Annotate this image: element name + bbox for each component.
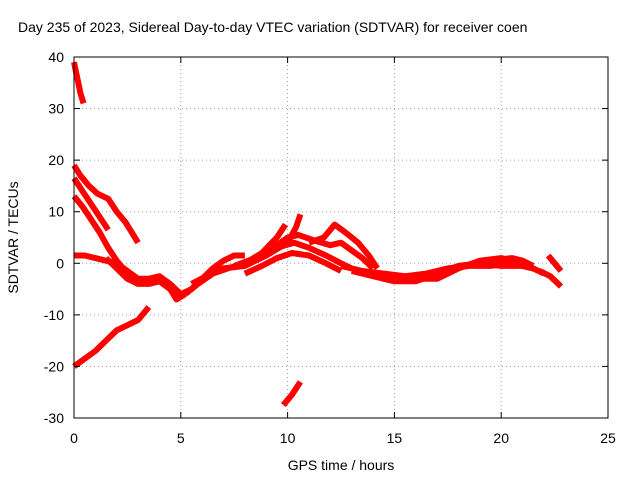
y-tick-label: 0 [56,255,64,271]
y-tick-label: 20 [48,152,64,168]
series-arc-t [280,380,303,408]
y-axis-label: SDTVAR / TECUs [5,181,21,293]
grid [74,57,608,418]
series-arc-f [103,255,187,303]
y-tick-label: -10 [44,307,64,323]
y-tick-label: 30 [48,101,64,117]
series-arc-g [72,305,152,369]
series-arc-s [538,268,564,289]
x-tick-label: 15 [387,430,403,446]
series-arc-j [243,250,343,277]
x-tick-label: 20 [493,430,509,446]
series-arc-k [233,239,353,272]
y-tick-label: -30 [44,410,64,426]
y-tick-label: 10 [48,204,64,220]
plot-frame [73,56,609,419]
x-tick-label: 10 [280,430,296,446]
axis-ticks: 0 5 10 15 20 25 -30 -20 -10 0 10 20 30 40 [44,49,616,446]
series-arc-q [490,255,535,269]
series-arc-c [71,176,111,232]
series-arc-p [383,260,546,280]
x-tick-label: 5 [177,430,185,446]
series-arc-m [308,221,380,271]
series-arc-b [71,163,141,245]
y-tick-label: -20 [44,358,64,374]
series-arc-a [71,61,87,105]
x-tick-label: 0 [70,430,78,446]
chart-title: Day 235 of 2023, Sidereal Day-to-day VTE… [18,19,527,35]
x-axis-label: GPS time / hours [288,457,395,473]
series-arc-l [264,231,376,271]
data-series [71,61,564,408]
series-arc-e [74,252,245,298]
y-tick-label: 40 [48,49,64,65]
x-tick-label: 25 [600,430,616,446]
series-arc-r [545,253,564,273]
